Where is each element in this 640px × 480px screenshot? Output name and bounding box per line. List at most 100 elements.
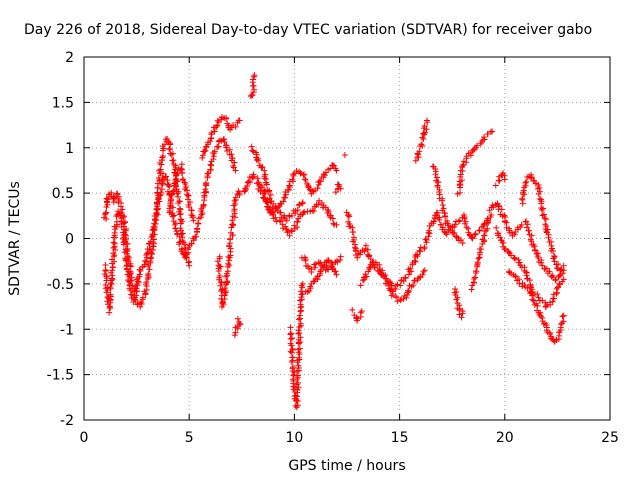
data-point: [179, 230, 186, 237]
data-point: [360, 274, 367, 281]
data-point: [475, 255, 482, 262]
data-point: [483, 220, 490, 227]
data-point: [172, 179, 179, 186]
data-point: [531, 243, 538, 250]
data-point: [104, 196, 111, 203]
data-point: [291, 369, 298, 376]
data-point: [214, 117, 221, 124]
data-point: [175, 193, 182, 200]
data-point: [159, 154, 166, 161]
data-point: [473, 142, 480, 149]
data-point: [420, 130, 427, 137]
data-point: [185, 192, 192, 199]
data-point: [519, 195, 526, 202]
data-point: [480, 232, 487, 239]
data-point: [254, 175, 261, 182]
data-point: [420, 268, 427, 275]
data-point: [476, 254, 483, 261]
data-point: [557, 321, 564, 328]
data-point: [293, 167, 300, 174]
data-point: [236, 321, 243, 328]
data-point: [282, 223, 289, 230]
data-point: [165, 182, 172, 189]
data-point: [170, 188, 177, 195]
x-tick-label: 15: [391, 430, 409, 446]
data-point: [186, 262, 193, 269]
data-point: [124, 247, 131, 254]
data-point: [359, 277, 366, 284]
data-point: [310, 278, 317, 285]
data-point: [333, 257, 340, 264]
data-point: [262, 171, 269, 178]
data-point: [245, 178, 252, 185]
data-point: [220, 301, 227, 308]
data-point: [265, 206, 272, 213]
data-point: [175, 200, 182, 207]
data-point: [110, 253, 117, 260]
data-point: [487, 128, 494, 135]
data-point: [181, 179, 188, 186]
data-point: [553, 290, 560, 297]
x-tick-label: 10: [285, 430, 303, 446]
data-point: [102, 210, 109, 217]
data-point: [232, 123, 239, 130]
data-point: [551, 258, 558, 265]
data-point: [294, 368, 301, 375]
data-point: [288, 342, 295, 349]
y-tick-label: -1: [60, 322, 74, 338]
data-point: [537, 309, 544, 316]
data-point: [106, 304, 113, 311]
data-point: [518, 221, 525, 228]
data-point: [461, 220, 468, 227]
data-point: [225, 260, 232, 267]
data-point: [207, 161, 214, 168]
data-point: [539, 262, 546, 269]
data-point: [405, 271, 412, 278]
data-point: [203, 144, 210, 151]
data-point: [498, 206, 505, 213]
data-point: [286, 213, 293, 220]
data-point: [111, 229, 118, 236]
data-point: [333, 221, 340, 228]
data-point: [548, 273, 555, 280]
data-point: [284, 229, 291, 236]
y-tick-label: -0.5: [47, 277, 74, 293]
data-point: [514, 224, 521, 231]
data-point: [543, 265, 550, 272]
data-point: [442, 213, 449, 220]
data-point: [133, 288, 140, 295]
data-point: [219, 300, 226, 307]
data-point: [478, 246, 485, 253]
data-point: [439, 197, 446, 204]
data-point: [458, 177, 465, 184]
data-point: [289, 335, 296, 342]
data-point: [524, 221, 531, 228]
data-point: [150, 236, 157, 243]
data-point: [295, 362, 302, 369]
data-point: [258, 164, 265, 171]
data-point: [107, 291, 114, 298]
data-point: [337, 185, 344, 192]
data-point: [541, 215, 548, 222]
data-point: [150, 239, 157, 246]
data-point: [512, 273, 519, 280]
data-point: [227, 236, 234, 243]
data-point: [168, 151, 175, 158]
data-point: [142, 257, 149, 264]
data-point: [354, 315, 361, 322]
data-point: [300, 210, 307, 216]
data-point: [249, 147, 256, 154]
y-tick-label: 2: [65, 50, 74, 66]
data-point: [214, 258, 221, 265]
data-point: [331, 268, 338, 275]
data-point: [461, 215, 468, 222]
data-point: [236, 190, 243, 197]
data-point: [550, 248, 557, 255]
data-point: [531, 301, 538, 308]
data-point: [110, 199, 117, 206]
data-point: [304, 180, 310, 187]
data-point: [434, 209, 441, 216]
data-point: [525, 227, 532, 234]
data-point: [453, 289, 460, 296]
data-point: [501, 176, 508, 183]
